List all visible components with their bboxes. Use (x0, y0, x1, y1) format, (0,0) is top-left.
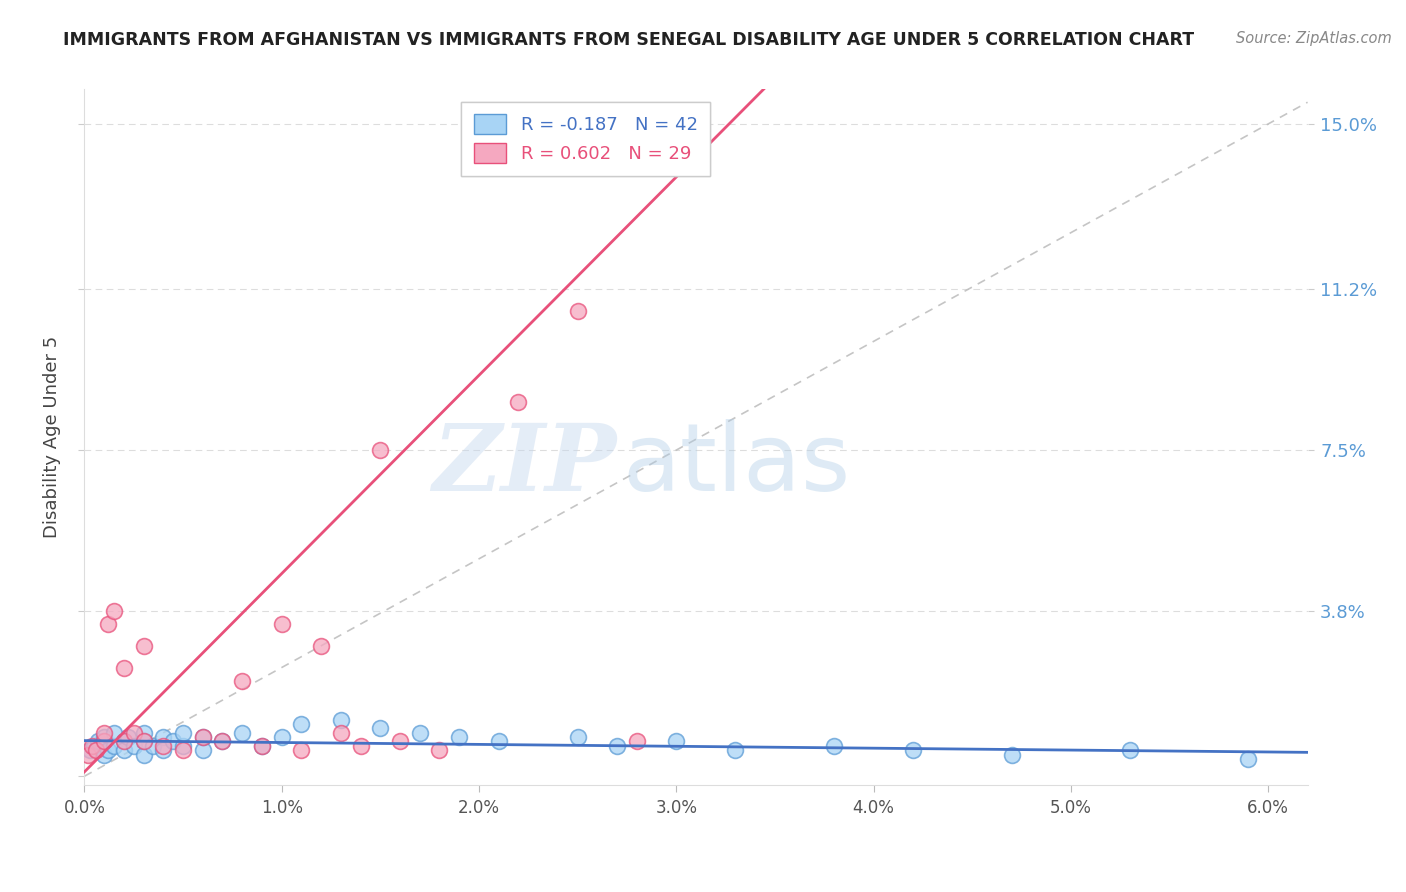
Point (132, 734, 155, 748)
Point (329, 726, 352, 740)
Point (901, 743, 924, 757)
Point (103, 726, 125, 740)
Point (97, 617, 120, 632)
Point (488, 734, 510, 748)
Point (368, 722, 391, 736)
Point (231, 726, 253, 740)
Legend: R = -0.187   N = 42, R = 0.602   N = 29: R = -0.187 N = 42, R = 0.602 N = 29 (461, 102, 710, 176)
Point (191, 730, 214, 744)
Point (83, 739, 105, 753)
Point (79, 743, 101, 757)
Point (84, 743, 107, 757)
Text: atlas: atlas (623, 419, 851, 511)
Point (172, 743, 194, 757)
Point (103, 739, 125, 753)
Point (132, 734, 155, 748)
Point (93, 730, 115, 744)
Point (449, 730, 471, 744)
Point (290, 743, 312, 757)
Point (112, 734, 135, 748)
Point (567, 730, 589, 744)
Point (82, 739, 104, 753)
Point (368, 443, 391, 458)
Point (97, 743, 120, 757)
Point (172, 739, 194, 753)
Point (172, 726, 194, 740)
Point (309, 639, 332, 653)
Point (250, 739, 273, 753)
Point (211, 734, 233, 748)
Point (93, 726, 115, 740)
Point (508, 395, 530, 409)
Point (250, 739, 273, 753)
Point (122, 739, 145, 753)
Point (429, 743, 451, 757)
Point (1119, 743, 1142, 757)
Point (724, 743, 747, 757)
Point (290, 717, 312, 731)
Point (409, 726, 432, 740)
Point (823, 739, 845, 753)
Point (349, 739, 371, 753)
Point (132, 747, 155, 762)
Point (626, 734, 648, 748)
Point (231, 673, 253, 688)
Point (87, 734, 110, 748)
Point (122, 726, 145, 740)
Point (191, 743, 214, 757)
Point (142, 739, 165, 753)
Text: IMMIGRANTS FROM AFGHANISTAN VS IMMIGRANTS FROM SENEGAL DISABILITY AGE UNDER 5 CO: IMMIGRANTS FROM AFGHANISTAN VS IMMIGRANT… (63, 31, 1194, 49)
Point (1001, 747, 1024, 762)
Point (152, 743, 174, 757)
Point (1237, 752, 1260, 766)
Y-axis label: Disability Age Under 5: Disability Age Under 5 (42, 336, 60, 538)
Point (103, 604, 125, 618)
Point (329, 713, 352, 727)
Point (93, 734, 115, 748)
Point (162, 734, 184, 748)
Point (152, 739, 174, 753)
Point (93, 747, 115, 762)
Point (117, 730, 139, 744)
Point (665, 734, 688, 748)
Point (191, 730, 214, 744)
Point (211, 734, 233, 748)
Point (112, 660, 135, 674)
Point (270, 730, 292, 744)
Point (567, 304, 589, 318)
Point (132, 726, 155, 740)
Point (152, 730, 174, 744)
Point (389, 734, 412, 748)
Point (132, 639, 155, 653)
Text: Source: ZipAtlas.com: Source: ZipAtlas.com (1236, 31, 1392, 46)
Point (112, 734, 135, 748)
Point (77, 747, 100, 762)
Point (270, 617, 292, 632)
Point (112, 743, 135, 757)
Text: ZIP: ZIP (432, 420, 616, 510)
Point (606, 739, 628, 753)
